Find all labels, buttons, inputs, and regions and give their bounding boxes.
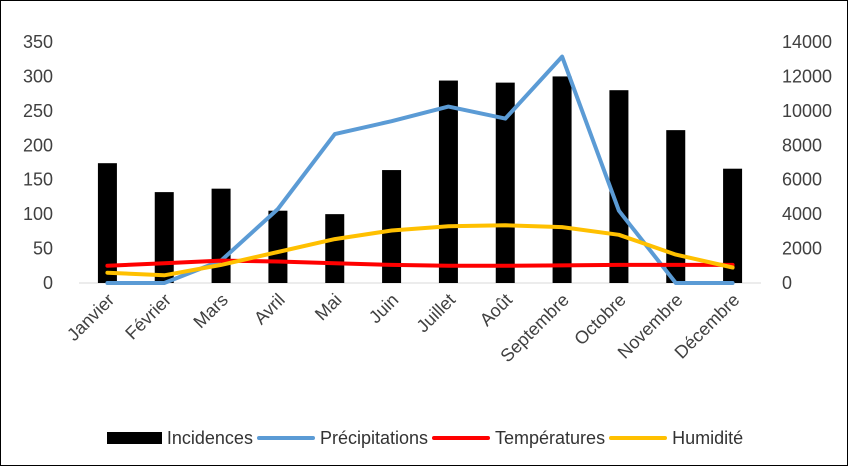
legend-item-temperatures: Températures <box>432 428 605 449</box>
legend-item-incidences: Incidences <box>106 427 253 449</box>
y-right-tick-label: 0 <box>782 273 792 293</box>
x-tick-label: Février <box>121 290 175 344</box>
bar <box>382 170 402 283</box>
y-left-tick-label: 350 <box>23 32 53 52</box>
series-line-temperatures <box>105 258 735 268</box>
y-left-tick-label: 200 <box>23 135 53 155</box>
bar <box>154 192 174 283</box>
legend-swatch-precipitations <box>256 436 315 440</box>
y-right-tick-label: 8000 <box>782 135 822 155</box>
legend: Incidences Précipitations Températures H… <box>1 423 848 453</box>
bar-series <box>97 76 743 283</box>
legend-swatch-incidences <box>106 432 162 444</box>
bar <box>438 80 458 283</box>
series-line-precipitations <box>105 54 735 285</box>
y-left-tick-label: 0 <box>43 273 53 293</box>
x-tick-label: Avril <box>250 290 289 329</box>
bar <box>97 163 117 283</box>
x-tick-label: Janvier <box>63 290 118 345</box>
y-left-tick-label: 50 <box>33 239 53 259</box>
legend-label-humidite: Humidité <box>672 427 744 448</box>
x-tick-label: Août <box>476 290 516 330</box>
legend-swatch-humidite <box>609 436 668 440</box>
y-left-tick-label: 150 <box>23 170 53 190</box>
y-right-tick-label: 14000 <box>782 32 832 52</box>
combo-chart: 0 50 100 150 200 250 300 350 0 2000 4000 6000 8000 10… <box>23 32 832 366</box>
bar <box>325 214 345 283</box>
bar <box>666 130 686 283</box>
series-line-humidite <box>105 223 735 278</box>
bar <box>723 168 743 283</box>
legend-label-temperatures: Températures <box>495 427 606 448</box>
bar <box>211 188 231 283</box>
y-right-tick-label: 2000 <box>782 239 822 259</box>
x-tick-label: Mars <box>189 290 231 332</box>
y-right-tick-label: 6000 <box>782 170 822 190</box>
legend-swatch-temperatures <box>432 436 491 440</box>
bar <box>495 82 515 283</box>
bar <box>552 76 572 283</box>
x-tick-label: Juillet <box>413 290 460 337</box>
y-right-tick-label: 4000 <box>782 204 822 224</box>
x-tick-label: Juin <box>365 290 402 327</box>
bar <box>268 210 288 283</box>
tick-labels: 0 50 100 150 200 250 300 350 0 2000 4000 6000 8000 10… <box>23 32 832 366</box>
y-right-tick-label: 10000 <box>782 101 832 121</box>
legend-item-humidite: Humidité <box>609 428 743 449</box>
y-left-tick-label: 250 <box>23 101 53 121</box>
legend-label-incidences: Incidences <box>166 427 253 448</box>
y-left-tick-label: 100 <box>23 204 53 224</box>
bar <box>609 90 629 283</box>
line-series <box>105 54 735 285</box>
legend-item-precipitations: Précipitations <box>256 427 429 449</box>
y-left-tick-label: 300 <box>23 66 53 86</box>
y-right-tick-label: 12000 <box>782 66 832 86</box>
legend-label-precipitations: Précipitations <box>319 427 429 448</box>
x-tick-label: Mai <box>311 290 346 325</box>
